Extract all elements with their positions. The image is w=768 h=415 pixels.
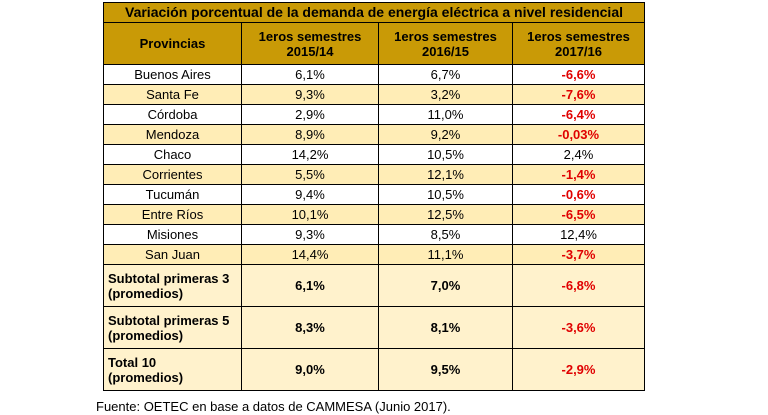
value-2015-14-cell: 5,5% — [241, 164, 379, 185]
value-2016-15-cell: 12,5% — [378, 204, 513, 225]
header-2016-15-line2: 2016/15 — [422, 43, 469, 59]
value-2016-15-cell: 8,5% — [378, 224, 513, 245]
value-2016-15-cell: 6,7% — [378, 64, 513, 85]
subtotal-v2015-cell: 6,1% — [241, 264, 379, 307]
subtotal-v2016-cell: 7,0% — [378, 264, 513, 307]
table-row: Chaco 14,2% 10,5% 2,4% — [103, 144, 645, 165]
subtotal-v2017-cell: -6,8% — [512, 264, 645, 307]
header-2015-14-line1: 1eros semestres — [258, 28, 362, 44]
subtotal-row: Subtotal primeras 5 (promedios) 8,3% 8,1% -3… — [103, 306, 645, 349]
header-2015-14-line2: 2015/14 — [286, 43, 334, 59]
header-row: Provincias 1eros semestres 2015/14 1eros… — [103, 22, 645, 65]
table-row: Córdoba 2,9% 11,0% -6,4% — [103, 104, 645, 125]
subtotal-label: Total 10 (promedios) — [103, 348, 242, 391]
value-2017-16-cell: -0,03% — [512, 124, 645, 145]
table-row: Misiones 9,3% 8,5% 12,4% — [103, 224, 645, 245]
subtotal-v2017-cell: -2,9% — [512, 348, 645, 391]
subtotal-label-line1: Total 10 — [108, 354, 157, 370]
source-note: Fuente: OETEC en base a datos de CAMMESA… — [96, 399, 451, 414]
subtotal-v2015-cell: 8,3% — [241, 306, 379, 349]
value-2017-16-cell: 12,4% — [512, 224, 645, 245]
province-cell: Tucumán — [103, 184, 242, 205]
subtotal-v2015-cell: 9,0% — [241, 348, 379, 391]
subtotal-label-line1: Subtotal primeras 5 — [108, 312, 230, 328]
header-2017-16: 1eros semestres 2017/16 — [512, 22, 645, 65]
table-row: San Juan 14,4% 11,1% -3,7% — [103, 244, 645, 265]
header-2017-16-line2: 2017/16 — [555, 43, 602, 59]
value-2015-14-cell: 9,3% — [241, 224, 379, 245]
value-2015-14-cell: 9,4% — [241, 184, 379, 205]
subtotal-label-line2: (promedios) — [108, 285, 184, 301]
header-2017-16-line1: 1eros semestres — [527, 28, 630, 44]
value-2015-14-cell: 14,4% — [241, 244, 379, 265]
table-row: Corrientes 5,5% 12,1% -1,4% — [103, 164, 645, 185]
header-2015-14: 1eros semestres 2015/14 — [241, 22, 379, 65]
value-2017-16-cell: -6,4% — [512, 104, 645, 125]
province-cell: Córdoba — [103, 104, 242, 125]
province-cell: Chaco — [103, 144, 242, 165]
value-2015-14-cell: 6,1% — [241, 64, 379, 85]
subtotal-label: Subtotal primeras 5 (promedios) — [103, 306, 242, 349]
subtotal-label-line1: Subtotal primeras 3 — [108, 270, 230, 286]
table-row: Buenos Aires 6,1% 6,7% -6,6% — [103, 64, 645, 85]
header-2016-15-line1: 1eros semestres — [394, 28, 497, 44]
table-row: Santa Fe 9,3% 3,2% -7,6% — [103, 84, 645, 105]
value-2017-16-cell: -6,5% — [512, 204, 645, 225]
value-2017-16-cell: -3,7% — [512, 244, 645, 265]
province-cell: Misiones — [103, 224, 242, 245]
table-row: Tucumán 9,4% 10,5% -0,6% — [103, 184, 645, 205]
table-body: Buenos Aires 6,1% 6,7% -6,6% Santa Fe 9,3% 3,2… — [103, 64, 645, 391]
value-2016-15-cell: 10,5% — [378, 184, 513, 205]
subtotal-label: Subtotal primeras 3 (promedios) — [103, 264, 242, 307]
value-2017-16-cell: 2,4% — [512, 144, 645, 165]
province-cell: San Juan — [103, 244, 242, 265]
value-2017-16-cell: -0,6% — [512, 184, 645, 205]
value-2016-15-cell: 10,5% — [378, 144, 513, 165]
province-cell: Corrientes — [103, 164, 242, 185]
subtotal-v2017-cell: -3,6% — [512, 306, 645, 349]
table-row: Mendoza 8,9% 9,2% -0,03% — [103, 124, 645, 145]
table-container: Variación porcentual de la demanda de en… — [103, 2, 645, 391]
value-2015-14-cell: 2,9% — [241, 104, 379, 125]
province-cell: Buenos Aires — [103, 64, 242, 85]
subtotal-row: Total 10 (promedios) 9,0% 9,5% -2,9% — [103, 348, 645, 391]
value-2015-14-cell: 10,1% — [241, 204, 379, 225]
value-2016-15-cell: 12,1% — [378, 164, 513, 185]
province-cell: Entre Ríos — [103, 204, 242, 225]
value-2017-16-cell: -7,6% — [512, 84, 645, 105]
province-cell: Santa Fe — [103, 84, 242, 105]
header-2016-15: 1eros semestres 2016/15 — [378, 22, 513, 65]
value-2017-16-cell: -6,6% — [512, 64, 645, 85]
value-2016-15-cell: 11,1% — [378, 244, 513, 265]
subtotal-v2016-cell: 8,1% — [378, 306, 513, 349]
header-provincias: Provincias — [103, 22, 242, 65]
value-2015-14-cell: 8,9% — [241, 124, 379, 145]
table-row: Entre Ríos 10,1% 12,5% -6,5% — [103, 204, 645, 225]
value-2015-14-cell: 9,3% — [241, 84, 379, 105]
province-cell: Mendoza — [103, 124, 242, 145]
subtotal-row: Subtotal primeras 3 (promedios) 6,1% 7,0% -6… — [103, 264, 645, 307]
table-title: Variación porcentual de la demanda de en… — [103, 2, 645, 23]
subtotal-label-line2: (promedios) — [108, 327, 184, 343]
value-2016-15-cell: 11,0% — [378, 104, 513, 125]
value-2016-15-cell: 3,2% — [378, 84, 513, 105]
value-2016-15-cell: 9,2% — [378, 124, 513, 145]
subtotal-v2016-cell: 9,5% — [378, 348, 513, 391]
subtotal-label-line2: (promedios) — [108, 369, 184, 385]
table-title-row: Variación porcentual de la demanda de en… — [103, 2, 645, 23]
energy-demand-table: Variación porcentual de la demanda de en… — [103, 2, 645, 391]
value-2017-16-cell: -1,4% — [512, 164, 645, 185]
value-2015-14-cell: 14,2% — [241, 144, 379, 165]
